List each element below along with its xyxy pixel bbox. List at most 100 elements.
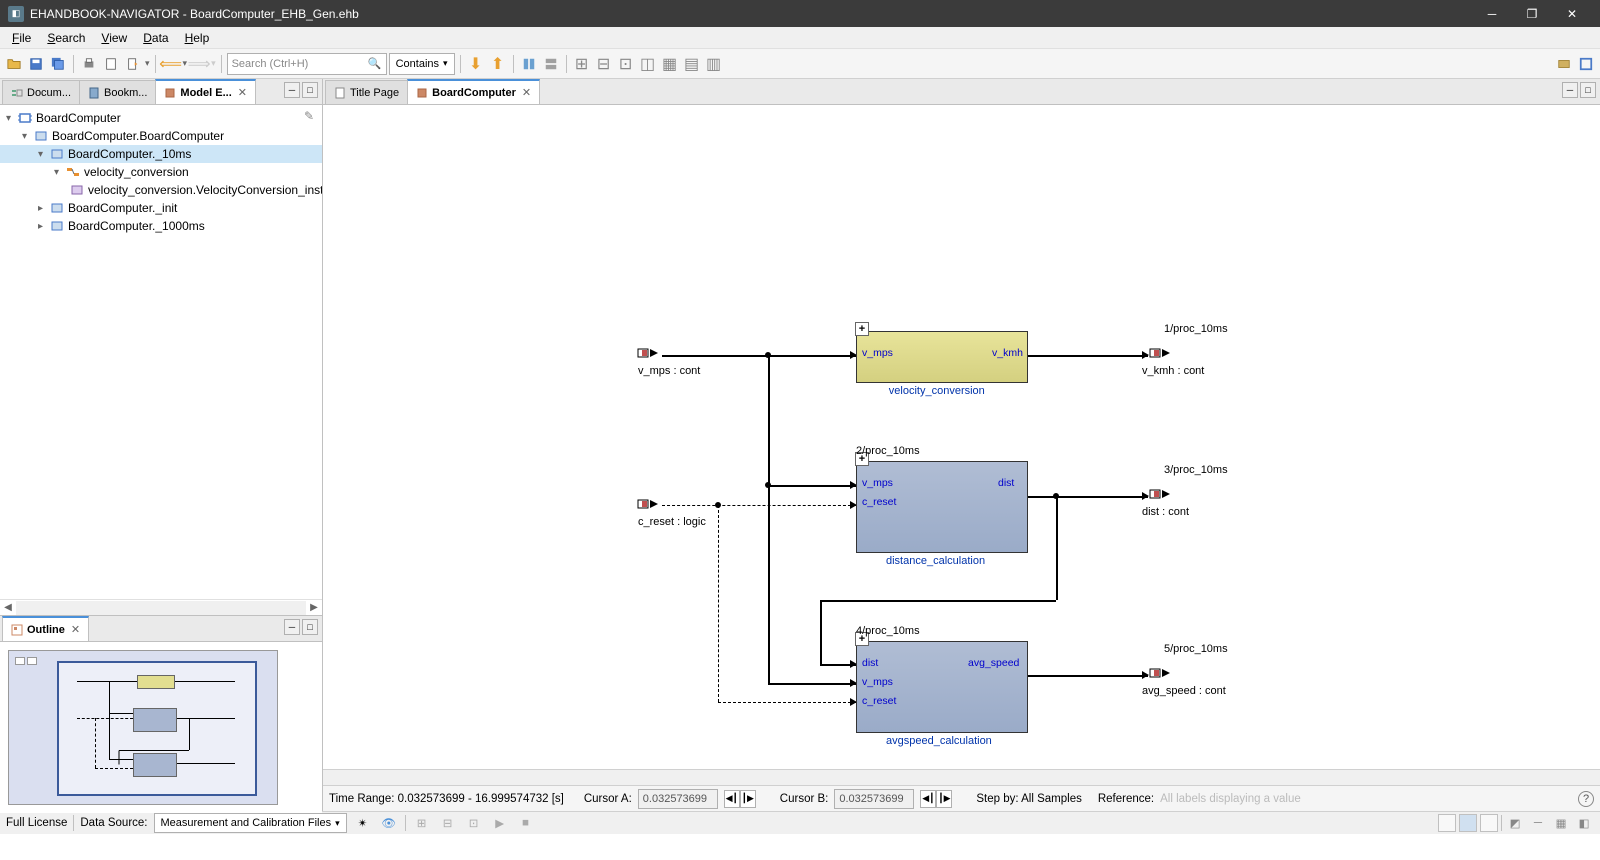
twisty-icon[interactable]: ▸ bbox=[38, 221, 50, 232]
view-mode-2-icon[interactable] bbox=[1459, 814, 1477, 832]
menu-data[interactable]: Data bbox=[135, 29, 176, 47]
port-caption: v_mps : cont bbox=[638, 365, 700, 377]
status-tool-3[interactable]: ⊡ bbox=[464, 813, 484, 833]
open-icon[interactable] bbox=[4, 54, 24, 74]
print-icon[interactable] bbox=[79, 54, 99, 74]
status-icon-b[interactable]: ─ bbox=[1528, 813, 1548, 833]
outline-thumbnail[interactable] bbox=[8, 650, 278, 805]
port-caption: v_kmh : cont bbox=[1142, 365, 1204, 377]
gear-icon[interactable]: ✴ bbox=[353, 813, 373, 833]
close-icon[interactable]: ✕ bbox=[71, 623, 80, 636]
twisty-icon[interactable]: ▾ bbox=[54, 167, 66, 178]
menu-bar: File Search View Data Help bbox=[0, 27, 1600, 49]
eye-icon[interactable]: 👁 bbox=[379, 813, 399, 833]
export-icon[interactable] bbox=[123, 54, 143, 74]
cursor-a-prev-icon[interactable]: ◀┃ bbox=[724, 790, 740, 808]
tree-node[interactable]: ▾BoardComputer.BoardComputer bbox=[0, 127, 322, 145]
toolbar: ▾ ⟸ ▾ ⟹ ▾ Search (Ctrl+H) 🔍 Contains ▾ ⬇… bbox=[0, 49, 1600, 79]
tool-icon-e[interactable]: ▦ bbox=[660, 54, 680, 74]
minimize-button[interactable]: ─ bbox=[1472, 0, 1512, 27]
menu-file[interactable]: File bbox=[4, 29, 39, 47]
edit-icon[interactable]: ✎ bbox=[304, 109, 314, 123]
search-input[interactable]: Search (Ctrl+H) 🔍 bbox=[227, 53, 387, 75]
tool-icon-a[interactable]: ⊞ bbox=[572, 54, 592, 74]
view-mode-3-icon[interactable] bbox=[1480, 814, 1498, 832]
minimize-view-icon[interactable]: ─ bbox=[284, 619, 300, 635]
diagram-canvas[interactable]: v_mps : contc_reset : logicv_kmh : cont1… bbox=[323, 105, 1600, 769]
back-icon[interactable]: ⟸ bbox=[161, 54, 181, 74]
status-icon-c[interactable]: ▦ bbox=[1551, 813, 1571, 833]
tree-node[interactable]: ▾velocity_conversion bbox=[0, 163, 322, 181]
cursor-a-input[interactable] bbox=[638, 789, 718, 809]
cursor-b-prev-icon[interactable]: ◀┃ bbox=[920, 790, 936, 808]
cursor-a-next-icon[interactable]: ┃▶ bbox=[740, 790, 756, 808]
save-icon[interactable] bbox=[26, 54, 46, 74]
tab-outline[interactable]: Outline ✕ bbox=[2, 616, 89, 641]
twisty-icon[interactable]: ▾ bbox=[6, 113, 18, 124]
block-icon bbox=[34, 129, 48, 143]
status-icon-d[interactable]: ◧ bbox=[1574, 813, 1594, 833]
tree-node[interactable]: ▸BoardComputer._init bbox=[0, 199, 322, 217]
nav-up-icon[interactable]: ⬆ bbox=[488, 54, 508, 74]
search-mode-dropdown[interactable]: Contains ▾ bbox=[389, 53, 455, 75]
tool-icon-d[interactable]: ◫ bbox=[638, 54, 658, 74]
close-icon[interactable]: ✕ bbox=[238, 86, 247, 99]
status-tool-1[interactable]: ⊞ bbox=[412, 813, 432, 833]
maximize-button[interactable]: ❐ bbox=[1512, 0, 1552, 27]
maximize-view-icon[interactable]: □ bbox=[302, 82, 318, 98]
nav-down-icon[interactable]: ⬇ bbox=[466, 54, 486, 74]
expand-icon[interactable]: + bbox=[855, 322, 869, 336]
tab-model-explorer[interactable]: Model E... ✕ bbox=[155, 79, 256, 104]
tab-bookmarks[interactable]: Bookm... bbox=[79, 80, 156, 104]
outline-viewport[interactable] bbox=[57, 661, 257, 796]
status-icon-a[interactable]: ◩ bbox=[1505, 813, 1525, 833]
stop-icon[interactable]: ■ bbox=[516, 813, 536, 833]
save-all-icon[interactable] bbox=[48, 54, 68, 74]
perspective-icon-1[interactable] bbox=[1554, 54, 1574, 74]
tool-icon-f[interactable]: ▤ bbox=[682, 54, 702, 74]
page-icon[interactable] bbox=[101, 54, 121, 74]
close-icon[interactable]: ✕ bbox=[522, 86, 531, 99]
forward-icon[interactable]: ⟹ bbox=[189, 54, 209, 74]
menu-help[interactable]: Help bbox=[177, 29, 218, 47]
tree-node[interactable]: ▾BoardComputer._10ms bbox=[0, 145, 322, 163]
tool-icon-b[interactable]: ⊟ bbox=[594, 54, 614, 74]
menu-search[interactable]: Search bbox=[39, 29, 93, 47]
tree-node[interactable]: ▸BoardComputer._1000ms bbox=[0, 217, 322, 235]
diagram-hscroll[interactable] bbox=[323, 769, 1600, 785]
minimize-view-icon[interactable]: ─ bbox=[284, 82, 300, 98]
cursor-b-input[interactable] bbox=[834, 789, 914, 809]
tree-hscroll[interactable]: ◀▶ bbox=[0, 599, 322, 615]
time-range-label: Time Range: 0.032573699 - 16.999574732 [… bbox=[329, 793, 564, 805]
layout-icon-1[interactable] bbox=[519, 54, 539, 74]
tree-node-label: BoardComputer bbox=[36, 111, 121, 125]
block-icon bbox=[50, 147, 64, 161]
minimize-view-icon[interactable]: ─ bbox=[1562, 82, 1578, 98]
tab-title-page[interactable]: Title Page bbox=[325, 80, 408, 104]
play-icon[interactable]: ▶ bbox=[490, 813, 510, 833]
block-caption: avgspeed_calculation bbox=[886, 735, 992, 747]
close-button[interactable]: ✕ bbox=[1552, 0, 1592, 27]
status-tool-2[interactable]: ⊟ bbox=[438, 813, 458, 833]
maximize-view-icon[interactable]: □ bbox=[302, 619, 318, 635]
title-bar: ◧ EHANDBOOK-NAVIGATOR - BoardComputer_EH… bbox=[0, 0, 1600, 27]
tab-documents[interactable]: Docum... bbox=[2, 80, 80, 104]
datasource-dropdown[interactable]: Measurement and Calibration Files ▾ bbox=[154, 813, 347, 833]
tool-icon-g[interactable]: ▥ bbox=[704, 54, 724, 74]
perspective-icon-2[interactable] bbox=[1576, 54, 1596, 74]
tree-node[interactable]: ▾ BoardComputer bbox=[0, 109, 322, 127]
tab-boardcomputer[interactable]: BoardComputer ✕ bbox=[407, 79, 540, 104]
in-port-label: c_reset bbox=[862, 496, 896, 508]
twisty-icon[interactable]: ▸ bbox=[38, 203, 50, 214]
tree-node[interactable]: velocity_conversion.VelocityConversion_i… bbox=[0, 181, 322, 199]
twisty-icon[interactable]: ▾ bbox=[38, 149, 50, 160]
maximize-view-icon[interactable]: □ bbox=[1580, 82, 1596, 98]
view-mode-1-icon[interactable] bbox=[1438, 814, 1456, 832]
cursor-b-next-icon[interactable]: ┃▶ bbox=[936, 790, 952, 808]
twisty-icon[interactable]: ▾ bbox=[22, 131, 34, 142]
menu-view[interactable]: View bbox=[93, 29, 135, 47]
help-icon[interactable]: ? bbox=[1578, 791, 1594, 807]
layout-icon-2[interactable] bbox=[541, 54, 561, 74]
tool-icon-c[interactable]: ⊡ bbox=[616, 54, 636, 74]
outline-panel: Outline ✕ ─ □ bbox=[0, 615, 322, 811]
